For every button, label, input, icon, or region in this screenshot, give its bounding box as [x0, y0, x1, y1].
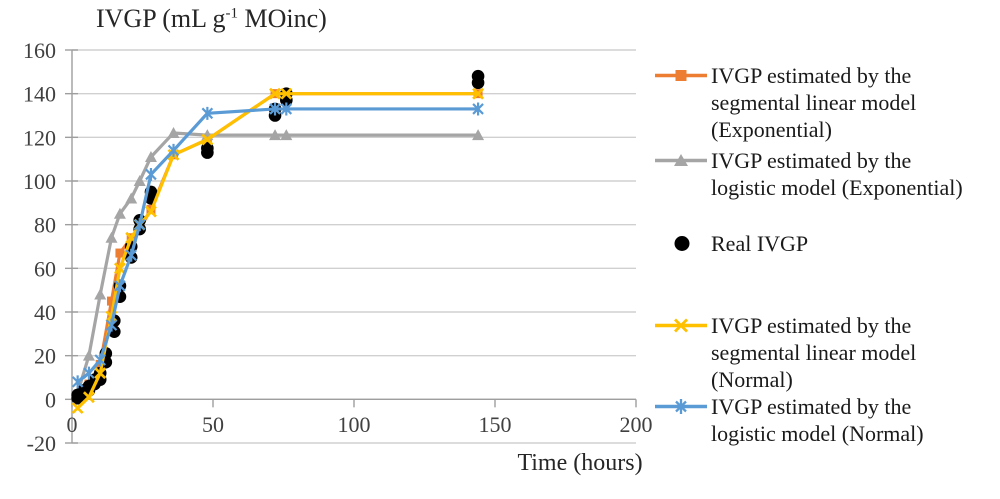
- svg-text:0: 0: [45, 387, 56, 412]
- chart-title-suffix: MOinc): [238, 4, 327, 33]
- chart-title-prefix: IVGP (mL g: [96, 4, 226, 33]
- svg-text:100: 100: [23, 169, 56, 194]
- legend-label: IVGP estimated by the segmental linear m…: [711, 63, 917, 142]
- svg-text:20: 20: [34, 344, 56, 369]
- legend-item-logistic-exponential: IVGP estimated by the logistic model (Ex…: [651, 147, 1000, 201]
- legend-label: IVGP estimated by the segmental linear m…: [711, 313, 917, 392]
- legend-item-segmental-linear-exponential: IVGP estimated by the segmental linear m…: [651, 62, 1000, 143]
- svg-text:200: 200: [620, 412, 653, 437]
- svg-text:150: 150: [479, 412, 512, 437]
- svg-text:40: 40: [34, 300, 56, 325]
- svg-text:100: 100: [338, 412, 371, 437]
- legend-marker-asterisk-icon: [655, 399, 707, 414]
- legend-label: IVGP estimated by the logistic model (No…: [711, 394, 924, 446]
- svg-text:60: 60: [34, 256, 56, 281]
- legend-marker-square-icon: [655, 70, 707, 81]
- svg-text:50: 50: [202, 412, 224, 437]
- legend-marker-circle-icon: [674, 236, 690, 251]
- legend-marker-triangle-icon: [655, 154, 707, 166]
- chart-title-superscript: -1: [225, 5, 239, 22]
- svg-text:-20: -20: [27, 431, 56, 456]
- legend-item-logistic-normal: IVGP estimated by the logistic model (No…: [651, 393, 1000, 447]
- chart-title: IVGP (mL g-1 MOinc): [96, 4, 327, 34]
- svg-text:80: 80: [34, 213, 56, 238]
- legend-item-real-ivgp: Real IVGP: [651, 230, 1000, 257]
- svg-text:120: 120: [23, 125, 56, 150]
- legend-marker-x-icon: [655, 318, 707, 333]
- svg-text:0: 0: [67, 412, 78, 437]
- svg-text:140: 140: [23, 82, 56, 107]
- x-axis-title: Time (hours): [517, 450, 643, 476]
- legend-item-segmental-linear-normal: IVGP estimated by the segmental linear m…: [651, 312, 1000, 393]
- chart-legend: IVGP estimated by the segmental linear m…: [651, 62, 1000, 447]
- legend-label: IVGP estimated by the logistic model (Ex…: [711, 148, 963, 200]
- svg-text:160: 160: [23, 38, 56, 63]
- legend-label: Real IVGP: [711, 231, 809, 256]
